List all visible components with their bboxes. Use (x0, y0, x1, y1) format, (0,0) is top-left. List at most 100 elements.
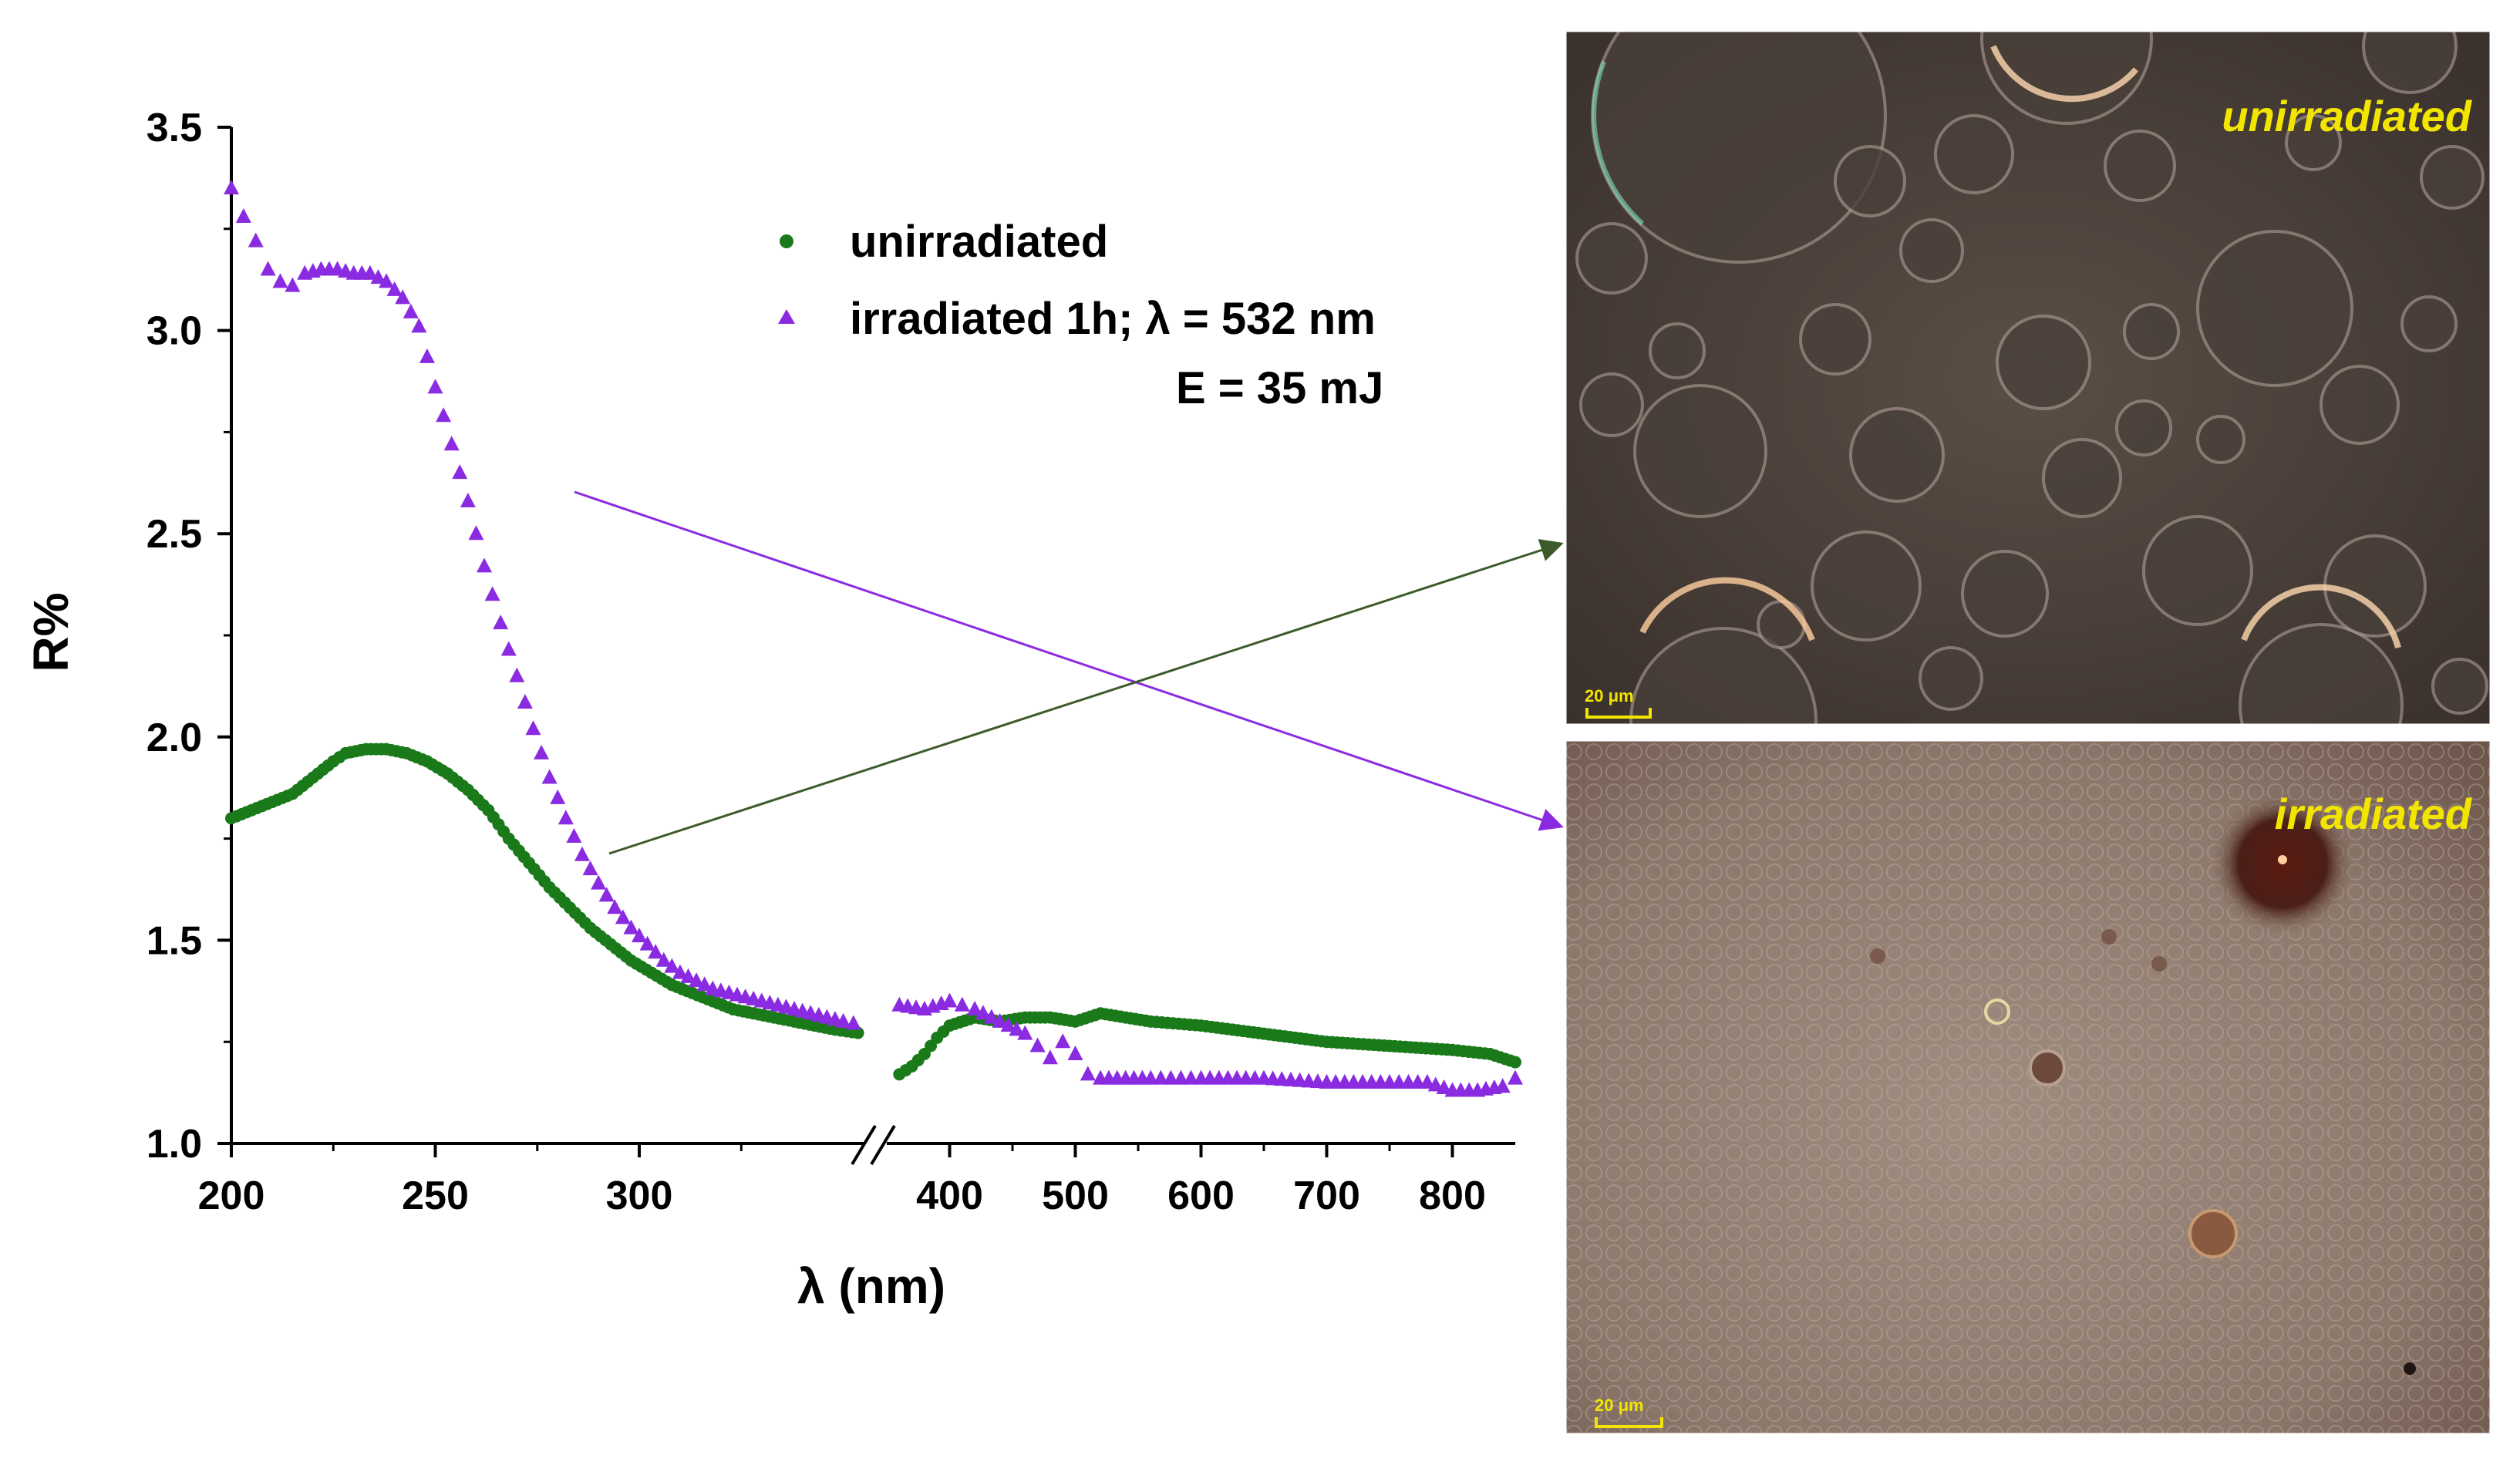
micrograph-unirradiated: unirradiated 20 μm (1565, 31, 2491, 725)
data-point (664, 958, 680, 973)
data-point (436, 407, 452, 423)
bubble (2420, 145, 2485, 210)
bubble (2196, 415, 2245, 464)
data-point (411, 318, 427, 333)
data-point (403, 303, 419, 318)
data-point (558, 810, 574, 825)
x-axis-title: λ (nm) (797, 1258, 945, 1314)
data-point (598, 887, 615, 902)
data-point (992, 1012, 1008, 1028)
bubble (2400, 295, 2458, 352)
bubble (2123, 303, 2180, 360)
scale-bar-bottom: 20 μm (1595, 1396, 1663, 1428)
data-point (427, 379, 443, 394)
bubble (2239, 623, 2404, 725)
svg-text:20 μm: 20 μm (1585, 686, 1634, 706)
data-point (655, 951, 672, 967)
data-point (248, 232, 264, 248)
data-point (845, 1015, 861, 1030)
data-point (1029, 1037, 1046, 1052)
data-point (1427, 1076, 1444, 1092)
data-point (541, 769, 558, 784)
data-point (983, 1009, 999, 1024)
svg-text:20 μm: 20 μm (1595, 1396, 1644, 1415)
highlight (1592, 60, 1645, 226)
bubble (1649, 322, 1706, 379)
data-point (484, 586, 500, 601)
axis-break-mark (851, 1124, 877, 1166)
data-point (1042, 1049, 1058, 1065)
data-point (509, 667, 525, 682)
data-point (452, 464, 468, 480)
data-point (975, 1005, 991, 1020)
bubble (2196, 230, 2353, 387)
bubble (2104, 130, 2176, 202)
x-tick-label: 700 (1293, 1174, 1360, 1218)
bright-dot (2278, 855, 2287, 864)
data-point (1067, 1046, 1083, 1061)
data-point (500, 641, 517, 656)
spot (1870, 948, 1885, 964)
data-point (1183, 1069, 1199, 1085)
data-point (224, 180, 239, 195)
data-point (1009, 1021, 1025, 1036)
data-point (460, 493, 476, 508)
data-point (260, 261, 276, 276)
data-point (1080, 1066, 1096, 1081)
micrograph-frame-bottom (1564, 739, 2492, 1436)
data-point (851, 1026, 864, 1039)
y-axis-title: R% (23, 592, 79, 672)
data-point (443, 436, 460, 451)
legend-label-irradiated: irradiated 1h; λ = 532 nm (850, 294, 1376, 344)
micrograph-frame-top (1564, 29, 2492, 726)
data-point (525, 720, 541, 736)
y-tick-label: 2.0 (147, 716, 202, 760)
spot (2151, 956, 2167, 972)
bubble (1834, 145, 1906, 217)
data-point (534, 744, 550, 759)
y-tick-label: 2.5 (147, 512, 202, 557)
data-point (1419, 1073, 1435, 1089)
spot (2404, 1362, 2416, 1375)
x-tick-label: 600 (1167, 1174, 1235, 1218)
data-point (493, 615, 509, 630)
data-point (362, 264, 378, 280)
bubble (2142, 515, 2253, 626)
bubble (1996, 315, 2091, 410)
x-tick-label: 200 (198, 1174, 265, 1218)
data-point (1436, 1079, 1452, 1094)
bubble (2323, 534, 2427, 638)
data-point (680, 968, 696, 983)
data-point (477, 557, 492, 573)
bubble (1849, 407, 1945, 503)
data-point (639, 935, 655, 951)
data-point (517, 693, 533, 709)
highlight (2241, 584, 2401, 649)
data-point (672, 964, 688, 979)
data-point (379, 273, 395, 288)
highlight (1990, 45, 2139, 103)
data-point (954, 996, 970, 1012)
data-point (591, 874, 607, 890)
data-point (967, 1001, 983, 1016)
data-point (1000, 1017, 1016, 1032)
y-tick-label: 1.5 (147, 918, 202, 963)
bubble (2115, 399, 2172, 456)
data-point (272, 273, 288, 288)
series-irradiated (224, 180, 1523, 1097)
bubble (2362, 31, 2458, 94)
data-point (835, 1012, 851, 1028)
data-point (607, 899, 623, 914)
data-point (1494, 1078, 1511, 1093)
data-point (395, 289, 411, 305)
series-layer (224, 180, 1523, 1097)
arrow-unirradiated-to-photo (608, 539, 1564, 855)
data-point (566, 827, 582, 843)
series-unirradiated (225, 743, 1521, 1081)
bubble (2320, 365, 2400, 445)
spot (2029, 1049, 2066, 1086)
data-point (1153, 1069, 1169, 1085)
data-point (468, 525, 484, 541)
bubble (1579, 372, 1644, 437)
